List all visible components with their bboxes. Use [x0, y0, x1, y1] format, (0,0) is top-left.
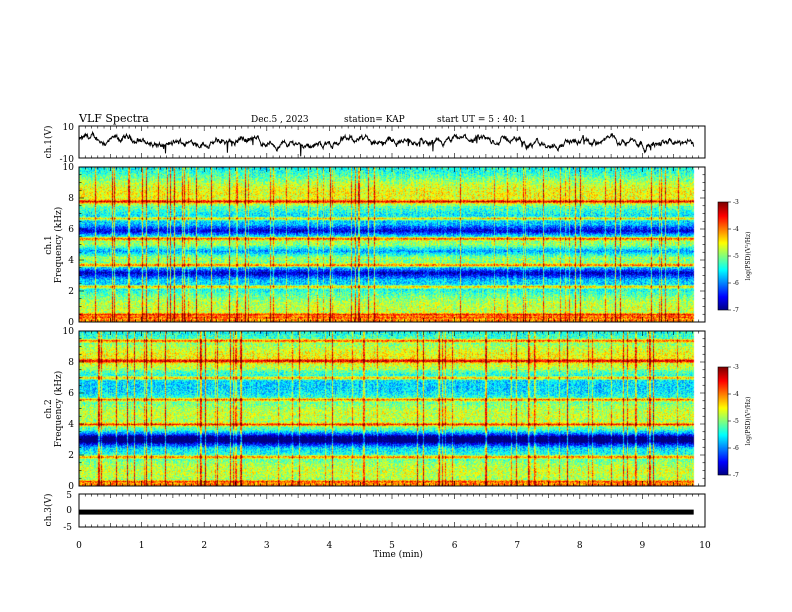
time-tick-label: 5 — [389, 541, 395, 551]
colorbar-ch2-label: log(PSD)(V²/Hz) — [745, 397, 752, 446]
colorbar-tick-label: -3 — [733, 199, 739, 206]
level-ch3-trace — [79, 509, 694, 515]
spectrogram-ch2-yticks: 0 2 4 6 8 10 — [63, 327, 705, 492]
time-tick-label: 2 — [201, 541, 207, 551]
waveform-ch1-trace — [78, 130, 695, 157]
spectrogram-ch1-image — [79, 167, 705, 322]
spectrogram-ch2-ylabel: Frequency (kHz) — [53, 371, 64, 448]
frequency-tick-label: 0 — [68, 318, 74, 328]
level-ch3-ytick-top: 5 — [66, 491, 72, 501]
frequency-tick-label: 8 — [68, 358, 74, 368]
time-tick-label: 4 — [327, 541, 333, 551]
header-start-ut: start UT = 5 : 40: 1 — [437, 115, 526, 125]
colorbar-tick-label: -4 — [733, 391, 739, 398]
frequency-tick-label: 0 — [68, 482, 74, 492]
frequency-tick-label: 4 — [68, 420, 74, 430]
waveform-panel-ch1: 10 -10 ch.1(V) — [43, 123, 706, 165]
time-tick-label: 9 — [640, 541, 646, 551]
waveform-ch1-ytick-top: 10 — [63, 123, 75, 133]
spectrogram-ch1-ylabel: Frequency (kHz) — [53, 207, 64, 284]
frequency-tick-label: 2 — [68, 451, 74, 461]
figure-title: VLF Spectra — [78, 112, 149, 125]
frequency-tick-label: 10 — [63, 163, 75, 173]
waveform-ch1-time-ticks — [78, 126, 706, 158]
colorbar-ch2 — [718, 367, 728, 475]
colorbar-tick-label: -7 — [733, 307, 739, 314]
level-ch3-time-ticks — [78, 494, 706, 527]
frequency-tick-label: 4 — [68, 256, 74, 266]
level-ch3-ytick-bottom: -5 — [63, 523, 72, 533]
colorbar-ch1-label: log(PSD)(V²/Hz) — [745, 232, 752, 281]
colorbar-tick-label: -5 — [733, 253, 739, 260]
colorbar-tick-label: -3 — [733, 364, 739, 371]
time-tick-label: 1 — [139, 541, 145, 551]
colorbar-ch1 — [718, 202, 728, 310]
spectrogram-ch2-channel-label: ch.2 — [44, 399, 54, 418]
time-axis-tick-labels: 0 1 2 3 4 5 6 7 8 9 10 — [76, 541, 711, 551]
frequency-tick-label: 6 — [68, 389, 74, 399]
spectrogram-ch2-image — [79, 331, 705, 486]
colorbar-ch2-ticks: -3 -4 -5 -6 -7 — [728, 364, 739, 479]
frequency-tick-label: 8 — [68, 194, 74, 204]
spectrogram-ch1-yticks: 0 2 4 6 8 10 — [63, 163, 705, 328]
colorbar-tick-label: -4 — [733, 226, 739, 233]
header-station: station= KAP — [344, 115, 405, 125]
time-tick-label: 6 — [452, 541, 458, 551]
time-axis-label: Time (min) — [373, 549, 423, 560]
time-tick-label: 7 — [514, 541, 520, 551]
colorbar-tick-label: -6 — [733, 445, 739, 452]
time-tick-label: 3 — [264, 541, 270, 551]
frequency-tick-label: 6 — [68, 225, 74, 235]
level-ch3-ytick-mid: 0 — [66, 506, 72, 516]
frequency-tick-label: 10 — [63, 327, 75, 337]
colorbar-tick-label: -7 — [733, 472, 739, 479]
time-tick-label: 0 — [76, 541, 82, 551]
header-date: Dec.5 , 2023 — [251, 115, 309, 125]
spectrogram-ch1-time-ticks — [78, 167, 706, 322]
waveform-ch1-ytick-bottom: -10 — [60, 155, 75, 165]
spectrogram-ch1-channel-label: ch.1 — [44, 235, 54, 254]
colorbar-tick-label: -5 — [733, 418, 739, 425]
frequency-tick-label: 2 — [68, 287, 74, 297]
level-ch3-ylabel: ch.3(V) — [43, 494, 54, 527]
colorbar-tick-label: -6 — [733, 280, 739, 287]
time-tick-label: 8 — [577, 541, 583, 551]
colorbar-ch1-ticks: -3 -4 -5 -6 -7 — [728, 199, 739, 314]
time-tick-label: 10 — [699, 541, 711, 551]
spectrogram-ch2-time-ticks — [78, 331, 706, 486]
level-panel-ch3: 5 0 -5 ch.3(V) — [43, 491, 706, 533]
waveform-ch1-ylabel: ch.1(V) — [43, 126, 54, 159]
